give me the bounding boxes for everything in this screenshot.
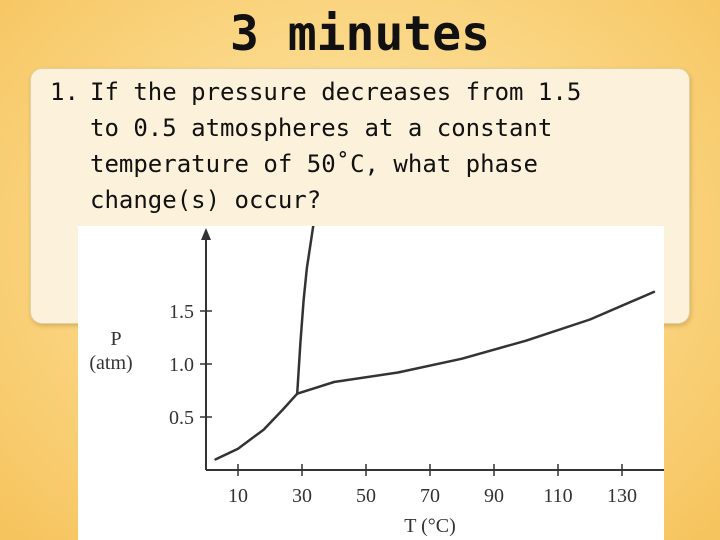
x-tick-label: 70 bbox=[420, 485, 440, 507]
question-line-4: change(s) occur? bbox=[90, 186, 322, 214]
phase-diagram: 10 30 50 70 90 110 130 0.5 1.0 1.5 T (°C) P (atm) bbox=[78, 226, 664, 540]
slide-title: 3 minutes bbox=[229, 6, 491, 62]
question-text: 1. If the pressure decreases from 1.5 to … bbox=[50, 74, 680, 218]
x-tick-label: 130 bbox=[607, 485, 637, 507]
phase-curve-3 bbox=[295, 290, 656, 395]
x-tick-label: 50 bbox=[356, 485, 376, 507]
phase-curve-2 bbox=[295, 226, 315, 395]
question-line-2: to 0.5 atmospheres at a constant bbox=[90, 114, 553, 142]
question-number: 1. bbox=[50, 78, 79, 106]
y-axis-unit-label: (atm) bbox=[89, 352, 132, 374]
y-axis-arrow bbox=[201, 228, 211, 240]
x-tick-label: 10 bbox=[228, 485, 248, 507]
phase-diagram-svg: 10 30 50 70 90 110 130 0.5 1.0 1.5 T (°C) P(atm) bbox=[89, 226, 664, 537]
phase-curve-1 bbox=[214, 392, 299, 461]
y-axis-label: P bbox=[110, 328, 121, 350]
x-tick-label: 90 bbox=[484, 485, 504, 507]
y-tick-label: 0.5 bbox=[169, 407, 194, 429]
question-line-3: temperature of 50˚C, what phase bbox=[90, 150, 538, 178]
x-axis-label: T (°C) bbox=[404, 515, 456, 537]
y-tick-label: 1.0 bbox=[169, 354, 194, 376]
question-line-1: 1. If the pressure decreases from 1.5 bbox=[50, 74, 680, 110]
y-tick-label: 1.5 bbox=[169, 301, 194, 323]
x-tick-label: 30 bbox=[292, 485, 312, 507]
x-tick-label: 110 bbox=[543, 485, 572, 507]
